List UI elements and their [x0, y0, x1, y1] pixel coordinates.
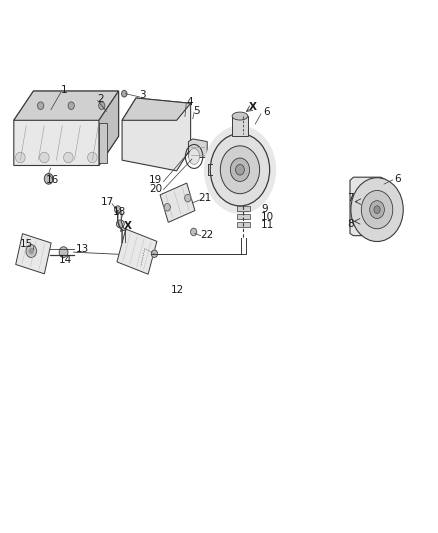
Text: 9: 9 — [261, 204, 268, 214]
Text: 5: 5 — [193, 106, 200, 116]
Text: 4: 4 — [186, 96, 193, 107]
Text: 17: 17 — [101, 197, 114, 207]
Text: 20: 20 — [149, 184, 162, 195]
Text: X: X — [249, 102, 257, 112]
Text: 14: 14 — [59, 255, 72, 265]
Polygon shape — [160, 183, 195, 222]
Ellipse shape — [117, 220, 124, 228]
Circle shape — [230, 158, 250, 181]
Circle shape — [370, 201, 385, 219]
Bar — [237, 222, 250, 227]
Polygon shape — [99, 123, 107, 163]
Polygon shape — [99, 91, 119, 165]
Ellipse shape — [88, 152, 97, 163]
Circle shape — [220, 146, 260, 193]
Ellipse shape — [189, 149, 200, 165]
Text: 22: 22 — [200, 230, 213, 240]
Text: 18: 18 — [113, 207, 126, 217]
Text: 19: 19 — [149, 175, 162, 185]
Text: 13: 13 — [76, 245, 89, 254]
Circle shape — [351, 177, 403, 241]
Ellipse shape — [232, 112, 248, 120]
Circle shape — [59, 247, 68, 257]
Polygon shape — [16, 233, 51, 274]
Polygon shape — [188, 139, 207, 158]
Text: 21: 21 — [198, 193, 212, 204]
Circle shape — [164, 204, 170, 211]
Text: 8: 8 — [347, 219, 353, 229]
Circle shape — [38, 102, 44, 109]
Polygon shape — [122, 98, 191, 120]
Circle shape — [68, 102, 74, 109]
Circle shape — [29, 248, 33, 254]
Circle shape — [191, 228, 197, 236]
Circle shape — [210, 134, 270, 206]
Text: 15: 15 — [20, 239, 34, 249]
Circle shape — [361, 190, 393, 229]
Bar — [237, 214, 250, 219]
Polygon shape — [117, 229, 157, 274]
Circle shape — [236, 165, 244, 175]
Circle shape — [44, 173, 53, 184]
Circle shape — [151, 250, 157, 257]
Ellipse shape — [118, 222, 123, 226]
Polygon shape — [350, 177, 384, 236]
Text: X: X — [124, 221, 131, 231]
Text: 11: 11 — [261, 220, 274, 230]
Text: 7: 7 — [347, 193, 353, 204]
Circle shape — [374, 206, 380, 213]
Text: 6: 6 — [395, 174, 401, 184]
Circle shape — [99, 102, 105, 109]
Circle shape — [122, 91, 127, 97]
Text: 12: 12 — [171, 286, 184, 295]
Ellipse shape — [64, 152, 73, 163]
Ellipse shape — [39, 152, 49, 163]
Text: 6: 6 — [263, 107, 269, 117]
Text: 2: 2 — [97, 94, 103, 104]
Circle shape — [115, 206, 121, 213]
Text: 3: 3 — [139, 90, 146, 100]
Ellipse shape — [15, 152, 25, 163]
Text: 16: 16 — [46, 175, 59, 185]
Text: 1: 1 — [61, 85, 67, 95]
Circle shape — [204, 126, 276, 214]
Polygon shape — [122, 98, 191, 171]
Circle shape — [26, 245, 36, 257]
Text: 10: 10 — [261, 212, 274, 222]
Polygon shape — [14, 91, 119, 120]
Bar — [237, 206, 250, 211]
Bar — [232, 116, 248, 136]
Circle shape — [185, 195, 191, 202]
Polygon shape — [14, 91, 119, 165]
